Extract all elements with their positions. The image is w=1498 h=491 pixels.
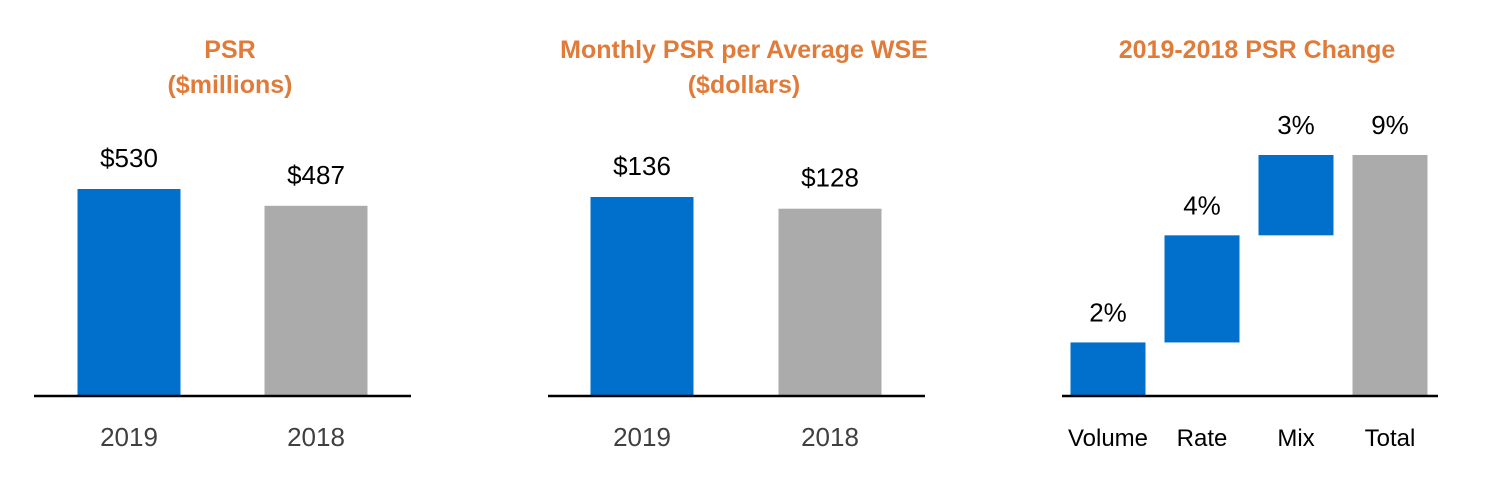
chart-2: Monthly PSR per Average WSE ($dollars) $13… [548, 36, 928, 452]
chart-title: Monthly PSR per Average WSE [560, 36, 928, 64]
data-label: 3% [1277, 110, 1315, 140]
data-label: 4% [1183, 190, 1221, 220]
chart-1: PSR ($millions) $530 2019 $487 2018 [34, 36, 411, 452]
category-label: Rate [1177, 425, 1228, 452]
chart-title: 2019-2018 PSR Change [1119, 36, 1396, 64]
chart-subtitle: ($millions) [167, 71, 292, 99]
data-label: 9% [1371, 110, 1409, 140]
category-label: 2018 [801, 422, 859, 452]
data-label: $136 [613, 151, 671, 181]
data-label: $487 [287, 160, 345, 190]
bar-rate [1164, 235, 1240, 343]
chart-title: PSR [204, 36, 255, 64]
bar-volume [1070, 342, 1146, 396]
bar-mix [1258, 155, 1334, 236]
data-label: $530 [100, 143, 158, 173]
data-label: 2% [1089, 297, 1127, 327]
bar-2018 [778, 208, 882, 396]
category-label: Volume [1068, 425, 1148, 452]
data-label: $128 [801, 163, 859, 193]
bar-2019 [77, 189, 181, 396]
chart-3: 2019-2018 PSR Change 2% Volume 4% Rate 3% Mix 9… [1062, 36, 1438, 452]
category-label: 2018 [287, 422, 345, 452]
category-label: 2019 [613, 422, 671, 452]
bar-2018 [264, 205, 368, 396]
category-label: Total [1365, 425, 1416, 452]
chart-subtitle: ($dollars) [688, 71, 801, 99]
category-label: 2019 [100, 422, 158, 452]
category-label: Mix [1277, 425, 1314, 452]
bar-total [1352, 155, 1428, 396]
bar-2019 [590, 197, 694, 396]
